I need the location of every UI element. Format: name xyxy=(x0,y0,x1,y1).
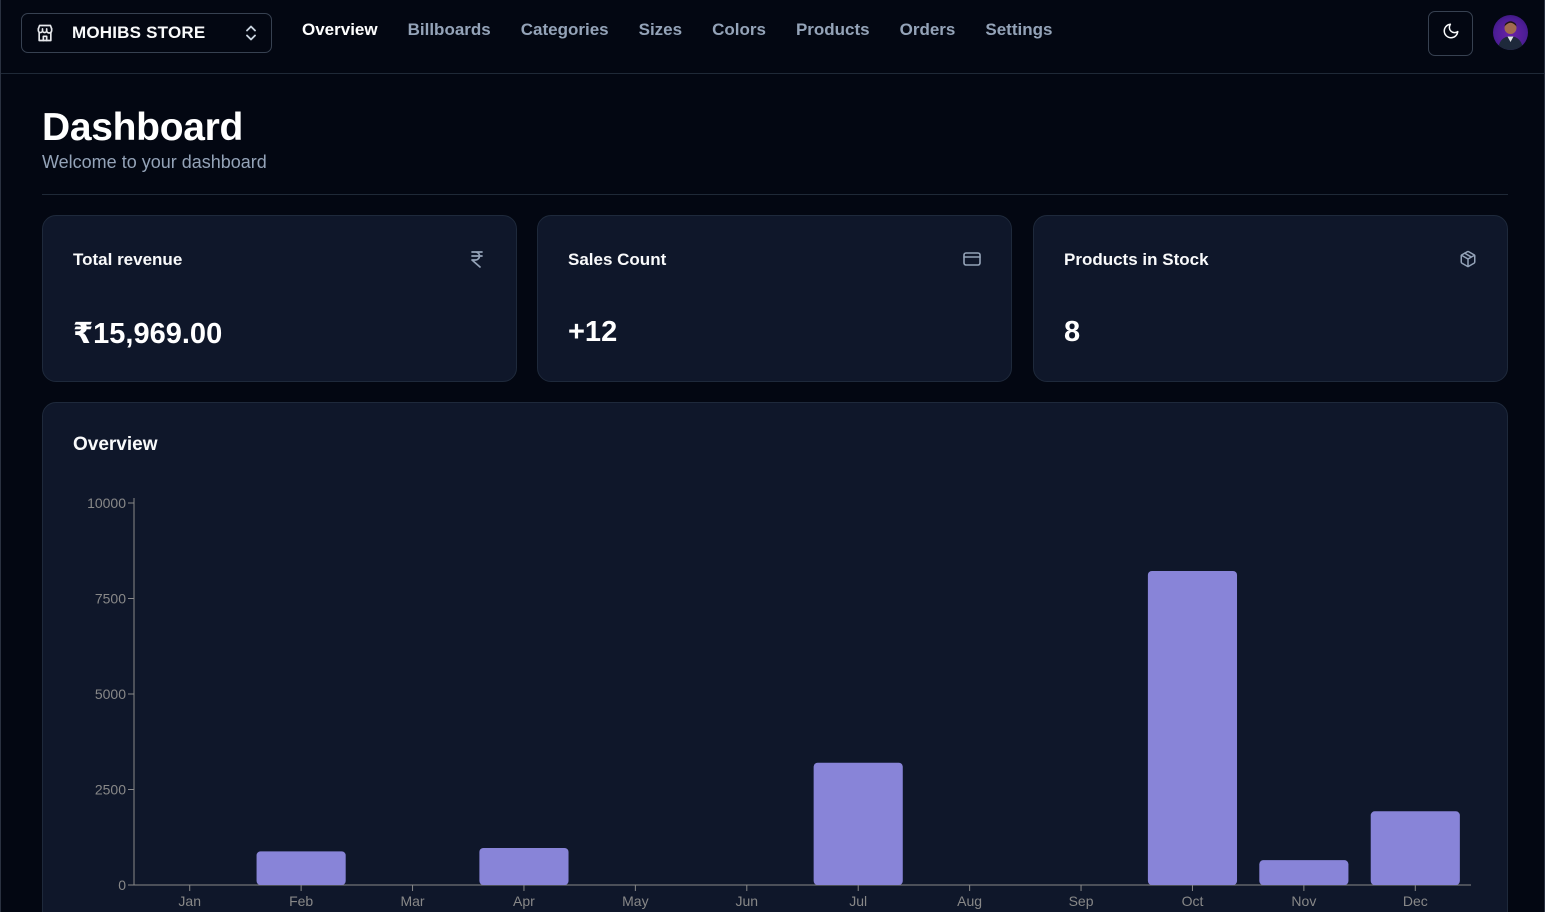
products-in-stock-card: Products in Stock 8 xyxy=(1033,215,1508,382)
credit-card-icon xyxy=(963,250,981,268)
x-tick-label: Sep xyxy=(1069,893,1094,909)
x-tick-label: Jan xyxy=(178,893,201,909)
x-tick-label: Apr xyxy=(513,893,535,909)
user-avatar[interactable] xyxy=(1493,15,1528,50)
page-title: Dashboard xyxy=(42,106,243,150)
y-tick-label: 7500 xyxy=(95,591,126,607)
store-name: MOHIBS STORE xyxy=(72,23,243,43)
y-tick-label: 10000 xyxy=(87,495,126,511)
stat-value: ₹15,969.00 xyxy=(73,316,222,351)
x-tick-label: Jun xyxy=(736,893,759,909)
stat-value: 8 xyxy=(1064,316,1080,349)
nav-colors[interactable]: Colors xyxy=(712,20,766,40)
page-subtitle: Welcome to your dashboard xyxy=(42,152,267,173)
x-tick-label: Mar xyxy=(400,893,424,909)
x-tick-label: May xyxy=(622,893,648,909)
chart-bar-nov xyxy=(1259,860,1348,885)
package-icon xyxy=(1459,250,1477,268)
nav-billboards[interactable]: Billboards xyxy=(408,20,491,40)
overview-bar-chart: 0 2500 5000 7500 10000 Jan Feb Mar Apr May Jun Jul A… xyxy=(43,403,1509,912)
nav-settings[interactable]: Settings xyxy=(985,20,1052,40)
rupee-icon xyxy=(468,250,486,268)
heading-divider xyxy=(42,194,1508,195)
moon-icon xyxy=(1442,22,1460,45)
main-nav: Overview Billboards Categories Sizes Col… xyxy=(302,20,1082,40)
x-tick-label: Feb xyxy=(289,893,313,909)
sales-count-card: Sales Count +12 xyxy=(537,215,1012,382)
y-tick-label: 2500 xyxy=(95,782,126,798)
stat-value: +12 xyxy=(568,316,617,349)
chart-bar-feb xyxy=(257,851,346,885)
chart-bar-dec xyxy=(1371,811,1460,885)
nav-orders[interactable]: Orders xyxy=(900,20,956,40)
chevrons-up-down-icon xyxy=(243,23,259,43)
chart-bar-oct xyxy=(1148,571,1237,885)
chart-bar-jul xyxy=(814,763,903,885)
x-tick-label: Dec xyxy=(1403,893,1428,909)
x-tick-label: Jul xyxy=(849,893,867,909)
top-navbar: MOHIBS STORE Overview Billboards Categor… xyxy=(1,0,1544,74)
stat-label: Sales Count xyxy=(568,250,666,270)
nav-sizes[interactable]: Sizes xyxy=(639,20,682,40)
stat-label: Total revenue xyxy=(73,250,182,270)
total-revenue-card: Total revenue ₹15,969.00 xyxy=(42,215,517,382)
theme-toggle-button[interactable] xyxy=(1428,11,1473,56)
nav-categories[interactable]: Categories xyxy=(521,20,609,40)
x-tick-label: Nov xyxy=(1291,893,1316,909)
x-tick-label: Aug xyxy=(957,893,982,909)
stat-label: Products in Stock xyxy=(1064,250,1209,270)
nav-products[interactable]: Products xyxy=(796,20,870,40)
chart-bar-apr xyxy=(479,848,568,885)
store-icon xyxy=(34,22,56,44)
y-tick-label: 5000 xyxy=(95,686,126,702)
y-tick-label: 0 xyxy=(118,877,126,893)
overview-chart-card: Overview 0 2500 5000 7500 10000 Jan Feb Mar Apr M… xyxy=(42,402,1508,912)
store-switcher[interactable]: MOHIBS STORE xyxy=(21,13,272,53)
nav-overview[interactable]: Overview xyxy=(302,20,378,40)
x-tick-label: Oct xyxy=(1182,893,1204,909)
